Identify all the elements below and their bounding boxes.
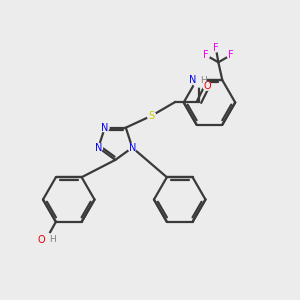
Circle shape xyxy=(101,124,109,132)
Text: F: F xyxy=(213,43,219,53)
Text: O: O xyxy=(38,235,45,245)
Circle shape xyxy=(212,44,220,52)
Text: H: H xyxy=(49,235,56,244)
Text: N: N xyxy=(129,142,136,153)
Circle shape xyxy=(201,51,210,59)
Text: N: N xyxy=(95,142,102,153)
Text: F: F xyxy=(228,50,234,60)
Circle shape xyxy=(128,143,136,152)
Text: F: F xyxy=(203,50,208,60)
Circle shape xyxy=(39,233,53,247)
Circle shape xyxy=(192,73,206,87)
Text: S: S xyxy=(148,111,154,121)
Text: O: O xyxy=(203,81,211,91)
Circle shape xyxy=(227,51,236,59)
Circle shape xyxy=(147,112,156,120)
Text: N: N xyxy=(101,123,109,133)
Circle shape xyxy=(203,82,211,90)
Text: N: N xyxy=(189,75,196,85)
Text: H: H xyxy=(200,76,207,85)
Circle shape xyxy=(94,143,103,152)
